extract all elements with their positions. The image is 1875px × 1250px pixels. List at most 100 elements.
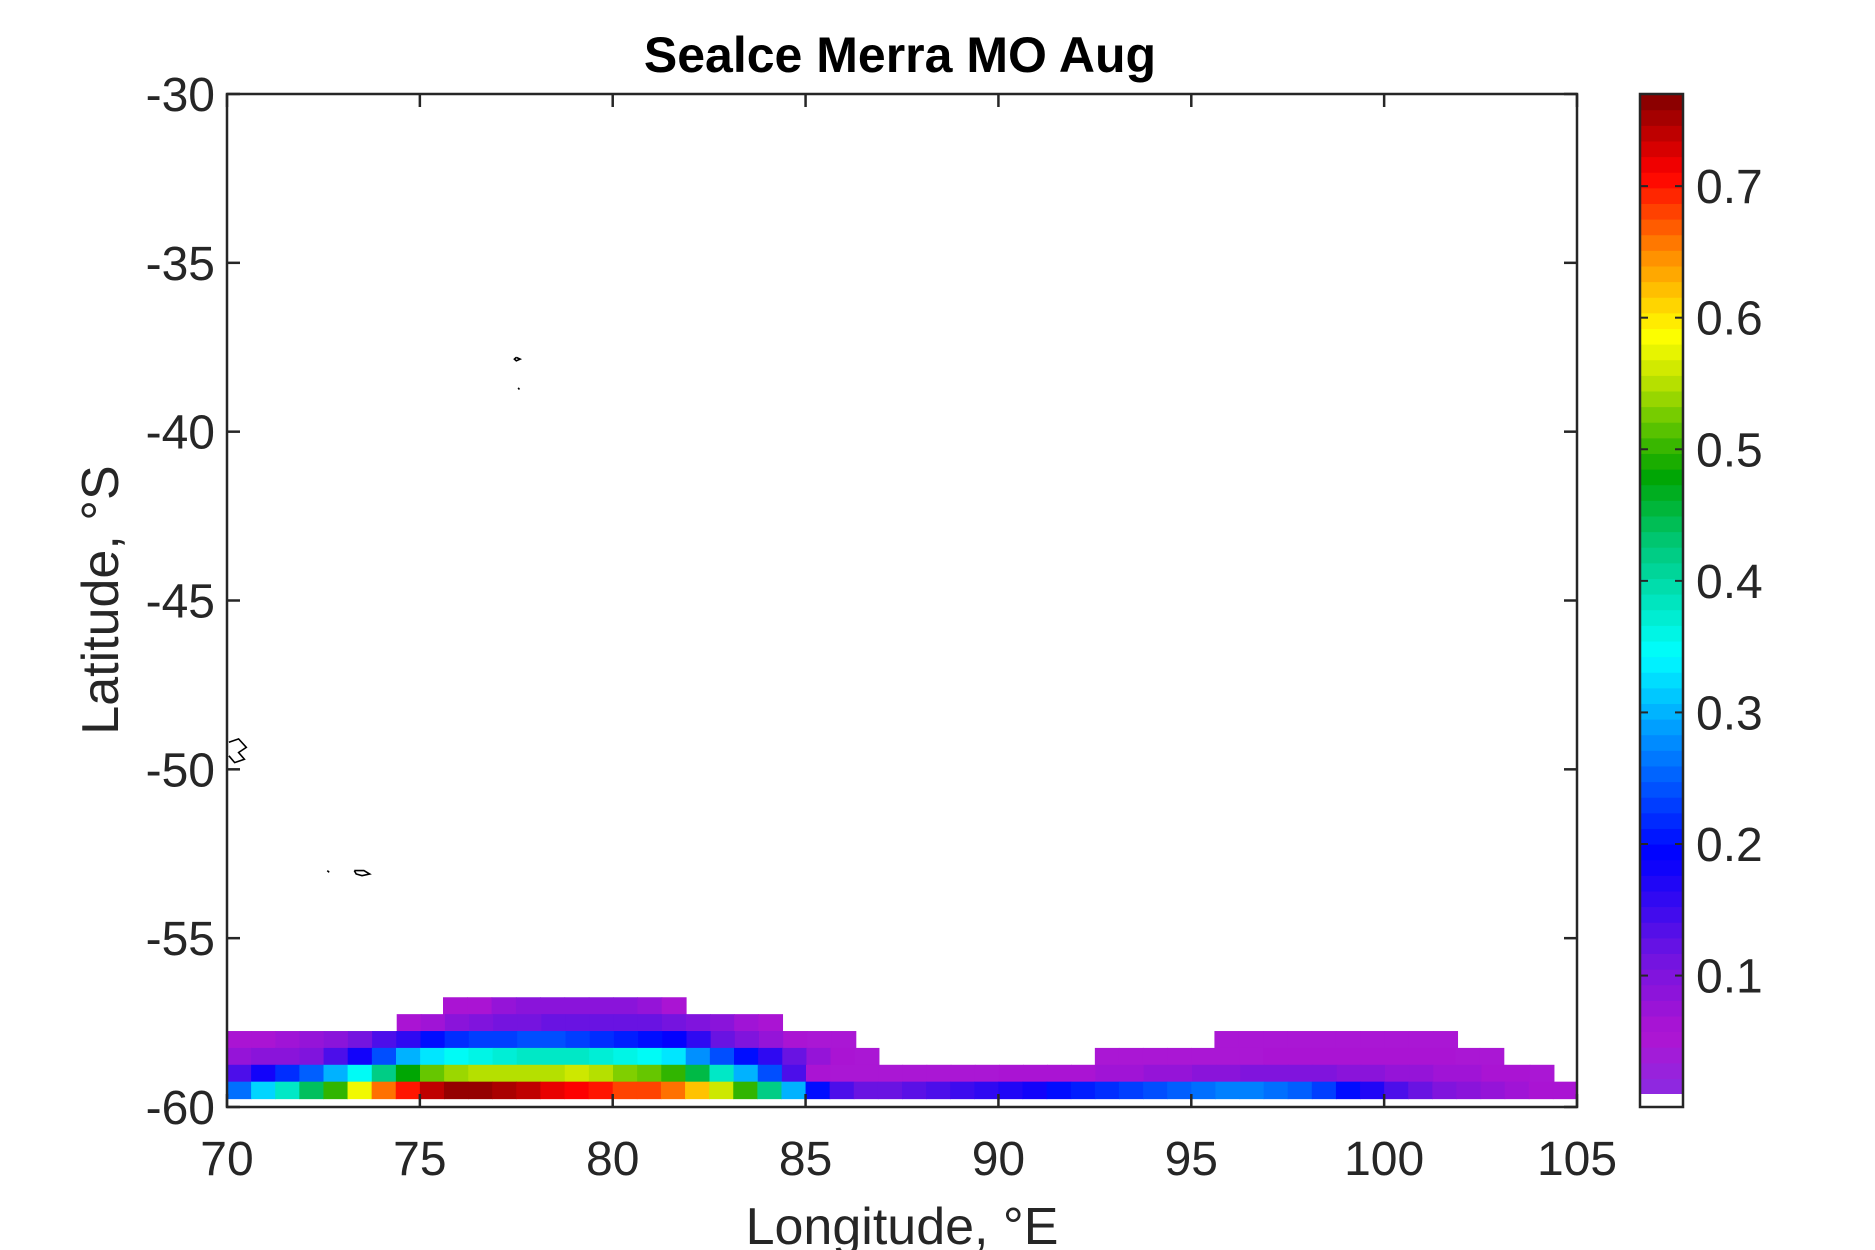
colorbar-swatch: [1640, 781, 1683, 798]
colorbar-swatch: [1640, 922, 1683, 939]
colorbar-swatch: [1640, 1000, 1683, 1017]
heatmap-cell: [275, 1081, 300, 1100]
colorbar-swatch: [1640, 406, 1683, 423]
heatmap-cell: [1457, 1064, 1483, 1083]
heatmap-cell: [251, 1064, 276, 1083]
colorbar-swatch: [1640, 640, 1683, 658]
heatmap-cell: [467, 997, 493, 1015]
heatmap-cell: [1384, 1064, 1410, 1083]
colorbar-swatch: [1640, 672, 1683, 689]
colorbar-swatch: [1640, 797, 1683, 814]
heatmap-cell: [805, 1064, 831, 1083]
heatmap-cell: [1360, 1081, 1385, 1100]
heatmap-cell: [227, 1081, 252, 1100]
heatmap-cell: [251, 1047, 276, 1066]
heatmap-cell: [564, 997, 590, 1015]
y-tick-label: -30: [146, 69, 215, 122]
heatmap-cell: [396, 1047, 421, 1066]
heatmap-cell: [877, 1081, 903, 1100]
colorbar-swatch: [1640, 531, 1683, 548]
colorbar-swatch: [1640, 359, 1683, 376]
heatmap-cell: [1505, 1064, 1531, 1083]
heatmap-cell: [902, 1064, 928, 1083]
colorbar-tick-label: 0.5: [1696, 424, 1763, 477]
heatmap-cell: [661, 1014, 687, 1032]
heatmap-cell: [637, 1047, 663, 1066]
heatmap-cell: [371, 1064, 397, 1083]
heatmap-cell: [1409, 1064, 1434, 1083]
heatmap-cell: [1118, 1047, 1144, 1066]
heatmap-cell: [685, 1081, 710, 1100]
heatmap-cell: [757, 1081, 783, 1100]
heatmap-cell: [347, 1047, 373, 1066]
colorbar-swatch: [1640, 500, 1683, 517]
heatmap-cell: [829, 1081, 855, 1100]
heatmap-cell: [396, 1031, 422, 1049]
heatmap-cell: [1143, 1081, 1168, 1100]
heatmap-cell: [468, 1031, 494, 1049]
colorbar-swatch: [1640, 250, 1683, 267]
colorbar-swatch: [1640, 719, 1683, 736]
heatmap-cell: [1119, 1064, 1145, 1083]
heatmap-cell: [612, 1081, 638, 1100]
heatmap-cell: [517, 1014, 542, 1032]
heatmap-cell: [950, 1081, 975, 1100]
heatmap-cell: [565, 1014, 591, 1032]
colorbar-swatch: [1640, 687, 1683, 704]
heatmap-cell: [758, 1014, 784, 1032]
heatmap-cell: [1479, 1047, 1505, 1066]
heatmap-cell: [1360, 1031, 1386, 1049]
heatmap-cell: [516, 1081, 541, 1100]
colorbar-swatch: [1640, 437, 1683, 454]
heatmap-cell: [251, 1081, 276, 1100]
colorbar-tick-label: 0.6: [1696, 293, 1763, 346]
heatmap-cell: [782, 1047, 808, 1066]
heatmap-cell: [685, 1047, 711, 1066]
heatmap-cell: [1263, 1031, 1288, 1049]
coastline-path: [517, 387, 521, 390]
heatmap-cell: [974, 1081, 1000, 1100]
colorbar-swatch: [1640, 453, 1683, 470]
heatmap-cell: [541, 1031, 567, 1049]
heatmap-cell: [1312, 1064, 1338, 1083]
y-axis: -30 -35 -40 -45 -50 -55 -60: [146, 69, 1577, 1135]
heatmap-cell: [323, 1064, 349, 1083]
heatmap-cell: [926, 1081, 951, 1100]
heatmap-cell: [1191, 1064, 1217, 1083]
heatmap-cell: [612, 1064, 638, 1083]
heatmap-cell: [902, 1081, 927, 1100]
heatmap-cell: [1239, 1081, 1265, 1100]
colorbar-swatch: [1640, 1031, 1683, 1048]
heatmap-cell: [734, 1031, 760, 1049]
heatmap-cell: [323, 1081, 349, 1100]
colorbar-tick-label: 0.3: [1696, 687, 1763, 740]
heatmap-cell: [830, 1064, 855, 1083]
heatmap-cell: [1408, 1031, 1434, 1049]
y-tick-label: -35: [146, 238, 215, 291]
colorbar-swatch: [1640, 890, 1683, 908]
heatmap-cell: [1455, 1047, 1481, 1066]
heatmap-cell: [831, 1031, 857, 1049]
heatmap-cell: [588, 1064, 614, 1083]
x-axis: 70 75 80 85 90 95 100 105: [200, 94, 1617, 1186]
coastline-path: [513, 356, 523, 362]
heatmap-cell: [686, 1014, 711, 1032]
colorbar: 0.1 0.2 0.3 0.4 0.5 0.6 0.7: [1638, 92, 1763, 1109]
heatmap-cell: [710, 1031, 736, 1049]
heatmap-cell: [420, 1064, 445, 1083]
y-tick-label: -55: [146, 913, 215, 966]
heatmap-cell: [540, 997, 566, 1015]
heatmap-cell: [709, 1081, 734, 1100]
heatmap-cell: [564, 1064, 590, 1083]
coastline-path: [228, 737, 248, 764]
heatmap-cell: [1239, 1047, 1264, 1066]
heatmap-cell: [638, 1031, 663, 1049]
heatmap-cell: [734, 1047, 759, 1066]
heatmap-cell: [636, 1081, 662, 1100]
colorbar-swatch: [1640, 875, 1683, 892]
colorbar-tick-label: 0.1: [1696, 951, 1763, 1004]
colorbar-swatch: [1640, 219, 1683, 236]
heatmap-cell: [1215, 1047, 1240, 1066]
heatmap-cell: [251, 1031, 276, 1049]
